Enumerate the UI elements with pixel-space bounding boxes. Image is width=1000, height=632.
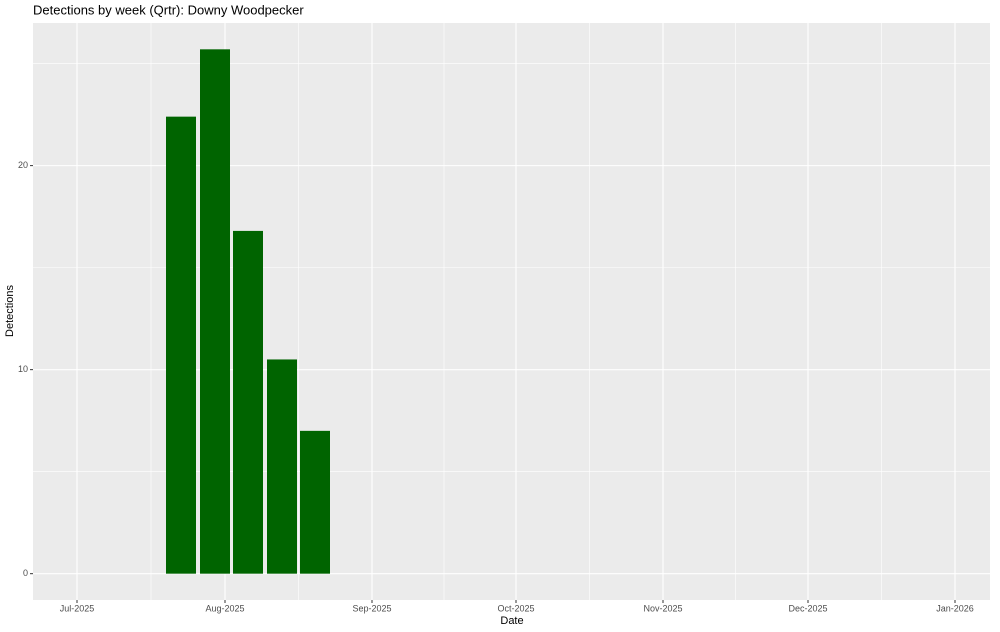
y-tick-label: 0: [23, 568, 28, 578]
y-tick-label: 20: [18, 160, 28, 170]
bar: [166, 116, 196, 574]
chart-title: Detections by week (Qrtr): Downy Woodpec…: [33, 2, 304, 17]
x-tick-label: Dec-2025: [788, 603, 827, 613]
bar: [233, 230, 263, 574]
bar: [267, 359, 297, 574]
y-axis-title: Detections: [4, 285, 16, 337]
x-tick-label: Jan-2026: [936, 603, 974, 613]
x-tick-label: Nov-2025: [643, 603, 682, 613]
x-axis-title: Date: [500, 615, 523, 627]
bar: [200, 49, 230, 574]
x-tick-label: Jul-2025: [60, 603, 95, 613]
x-tick-label: Oct-2025: [497, 603, 534, 613]
x-tick-label: Sep-2025: [352, 603, 391, 613]
y-tick-label: 10: [18, 364, 28, 374]
x-tick-label: Aug-2025: [205, 603, 244, 613]
bar: [300, 430, 330, 574]
